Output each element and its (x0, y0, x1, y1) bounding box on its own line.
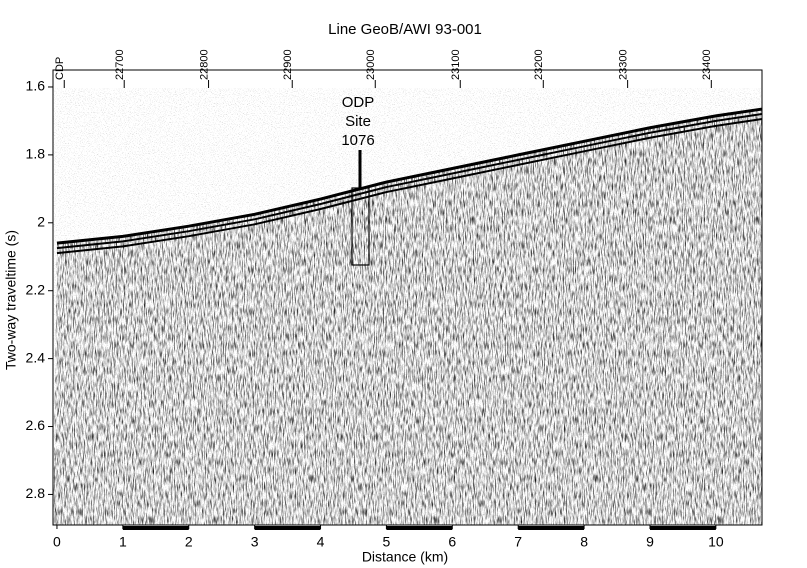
cdp-tick-label: 22700 (114, 49, 126, 80)
y-tick-label: 2.6 (26, 417, 46, 433)
x-axis-label: Distance (km) (362, 549, 448, 565)
cdp-tick-label: 23000 (365, 49, 377, 80)
x-tick-label: 9 (646, 534, 654, 550)
y-tick-label: 1.6 (26, 78, 46, 94)
y-tick-label: 2.2 (26, 281, 46, 297)
scale-bar (386, 526, 453, 530)
plot-area (52, 69, 763, 526)
x-tick-label: 10 (708, 534, 724, 550)
seafloor-line (56, 118, 763, 255)
y-tick-label: 2.4 (26, 349, 46, 365)
x-tick-label: 7 (514, 534, 522, 550)
x-tick-label: 4 (317, 534, 325, 550)
chart-title: Line GeoB/AWI 93-001 (328, 21, 482, 38)
plot-frame (52, 69, 763, 526)
cdp-tick-label: 23300 (618, 49, 630, 80)
cdp-tick-label: 23200 (533, 49, 545, 80)
cdp-tick-label: CDP (54, 57, 66, 80)
site-label: ODP (342, 94, 375, 111)
y-tick-label: 2 (37, 214, 45, 230)
site-label: 1076 (341, 132, 374, 149)
seafloor-line (56, 107, 763, 245)
y-axis-label: Two-way traveltime (s) (3, 230, 19, 370)
seafloor-line (56, 113, 763, 250)
cdp-tick-label: 22800 (198, 49, 210, 80)
scale-bar (649, 526, 716, 530)
x-tick-label: 3 (251, 534, 259, 550)
x-tick-label: 8 (580, 534, 588, 550)
scale-bar (254, 526, 321, 530)
site-label: Site (345, 113, 371, 130)
scale-bar (518, 526, 585, 530)
x-tick-label: 6 (448, 534, 456, 550)
scale-bar (122, 526, 189, 530)
x-tick-label: 1 (119, 534, 127, 550)
cdp-tick-label: 23400 (701, 49, 713, 80)
x-tick-label: 2 (185, 534, 193, 550)
x-tick-label: 5 (383, 534, 391, 550)
cdp-tick-label: 23100 (450, 49, 462, 80)
y-tick-label: 1.8 (26, 146, 46, 162)
y-tick-label: 2.8 (26, 485, 46, 501)
x-tick-label: 0 (53, 534, 61, 550)
site-marker (351, 150, 370, 266)
cdp-tick-label: 22900 (282, 49, 294, 80)
